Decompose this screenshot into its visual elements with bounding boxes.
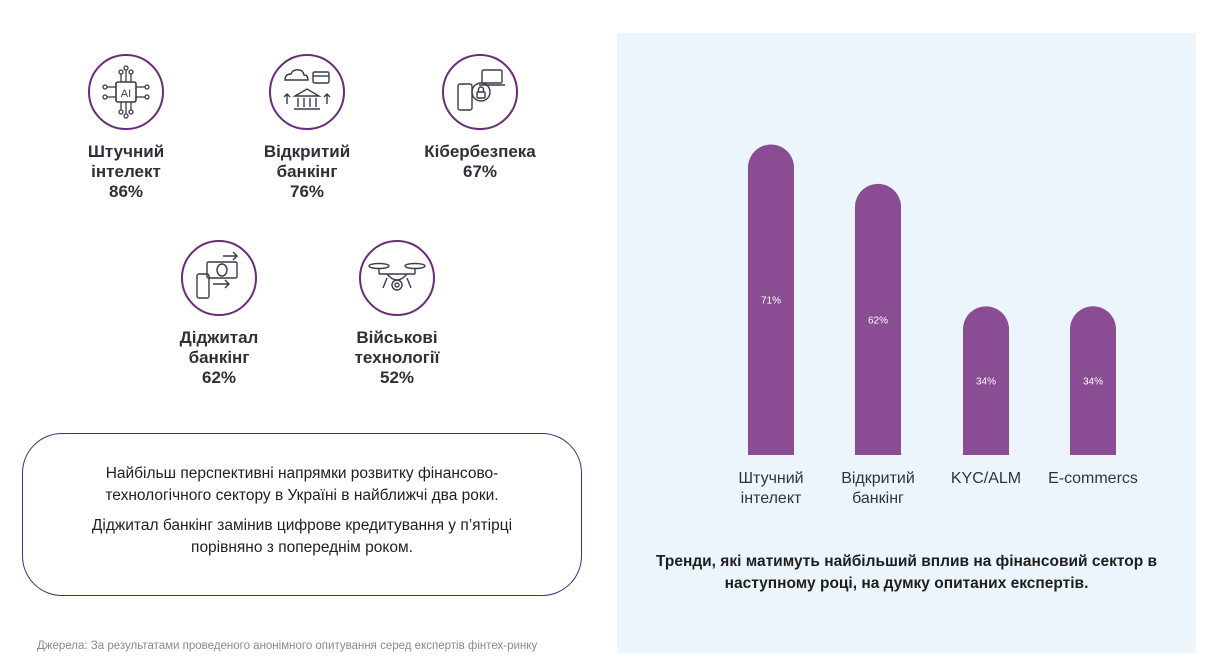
trend-label: Військові технології bbox=[354, 328, 440, 367]
bar-2 bbox=[963, 306, 1009, 455]
bar-value-label: 34% bbox=[1083, 377, 1103, 388]
bar-1 bbox=[855, 183, 901, 455]
open-banking-icon bbox=[269, 54, 345, 130]
summary-box: Найбільш перспективні напрямки розвитку … bbox=[22, 433, 582, 596]
category-label: Відкритий bbox=[841, 470, 915, 487]
chart-title: Тренди, які матимуть найбільший вплив на… bbox=[655, 553, 1157, 592]
trend-label: Штучний інтелект bbox=[87, 142, 165, 181]
category-label: KYC/ALM bbox=[951, 470, 1021, 487]
bar-value-label: 34% bbox=[976, 377, 996, 388]
trend-open-banking: Відкритий банкінг 76% bbox=[222, 52, 392, 202]
category-label: E-commercs bbox=[1048, 470, 1138, 487]
source-note: Джерела: За результатами проведеного ано… bbox=[37, 640, 538, 652]
trend-percent: 62% bbox=[201, 368, 237, 387]
summary-line-1: Найбільш перспективні напрямки розвитку … bbox=[105, 465, 499, 504]
bar-0 bbox=[748, 144, 794, 455]
trend-digital-banking: Діджитал банкінг 62% bbox=[134, 238, 304, 388]
drone-icon bbox=[359, 240, 435, 316]
trend-percent: 52% bbox=[379, 368, 415, 387]
bar-chart: 71% Штучний інтелект 62% Відкритий банкінг 34%… bbox=[738, 144, 1138, 507]
cybersecurity-lock-icon bbox=[442, 54, 518, 130]
digital-banking-icon bbox=[181, 240, 257, 316]
svg-text:AI: AI bbox=[121, 88, 131, 100]
category-label: банкінг bbox=[852, 490, 904, 507]
category-label: Штучний bbox=[738, 470, 803, 487]
ai-chip-icon: AI bbox=[88, 54, 164, 130]
chart-panel: 71% Штучний інтелект 62% Відкритий банкінг 34%… bbox=[617, 33, 1196, 653]
bar-value-label: 62% bbox=[868, 315, 888, 326]
trend-label: Кібербезпека bbox=[424, 142, 536, 161]
trend-label: Відкритий банкінг bbox=[263, 142, 351, 181]
bar-3 bbox=[1070, 306, 1116, 455]
bar-value-label: 71% bbox=[761, 296, 781, 307]
trend-percent: 86% bbox=[108, 182, 144, 201]
trend-cybersecurity: Кібербезпека 67% bbox=[395, 52, 565, 182]
trend-percent: 67% bbox=[462, 162, 498, 181]
trend-military-tech: Військові технології 52% bbox=[312, 238, 482, 388]
trend-ai: AI Штучний інтелект 86% bbox=[41, 52, 211, 202]
trend-label: Діджитал банкінг bbox=[179, 328, 259, 367]
summary-line-2: Діджитал банкінг замінив цифрове кредиту… bbox=[91, 517, 513, 556]
trend-percent: 76% bbox=[289, 182, 325, 201]
category-label: інтелект bbox=[741, 490, 802, 507]
